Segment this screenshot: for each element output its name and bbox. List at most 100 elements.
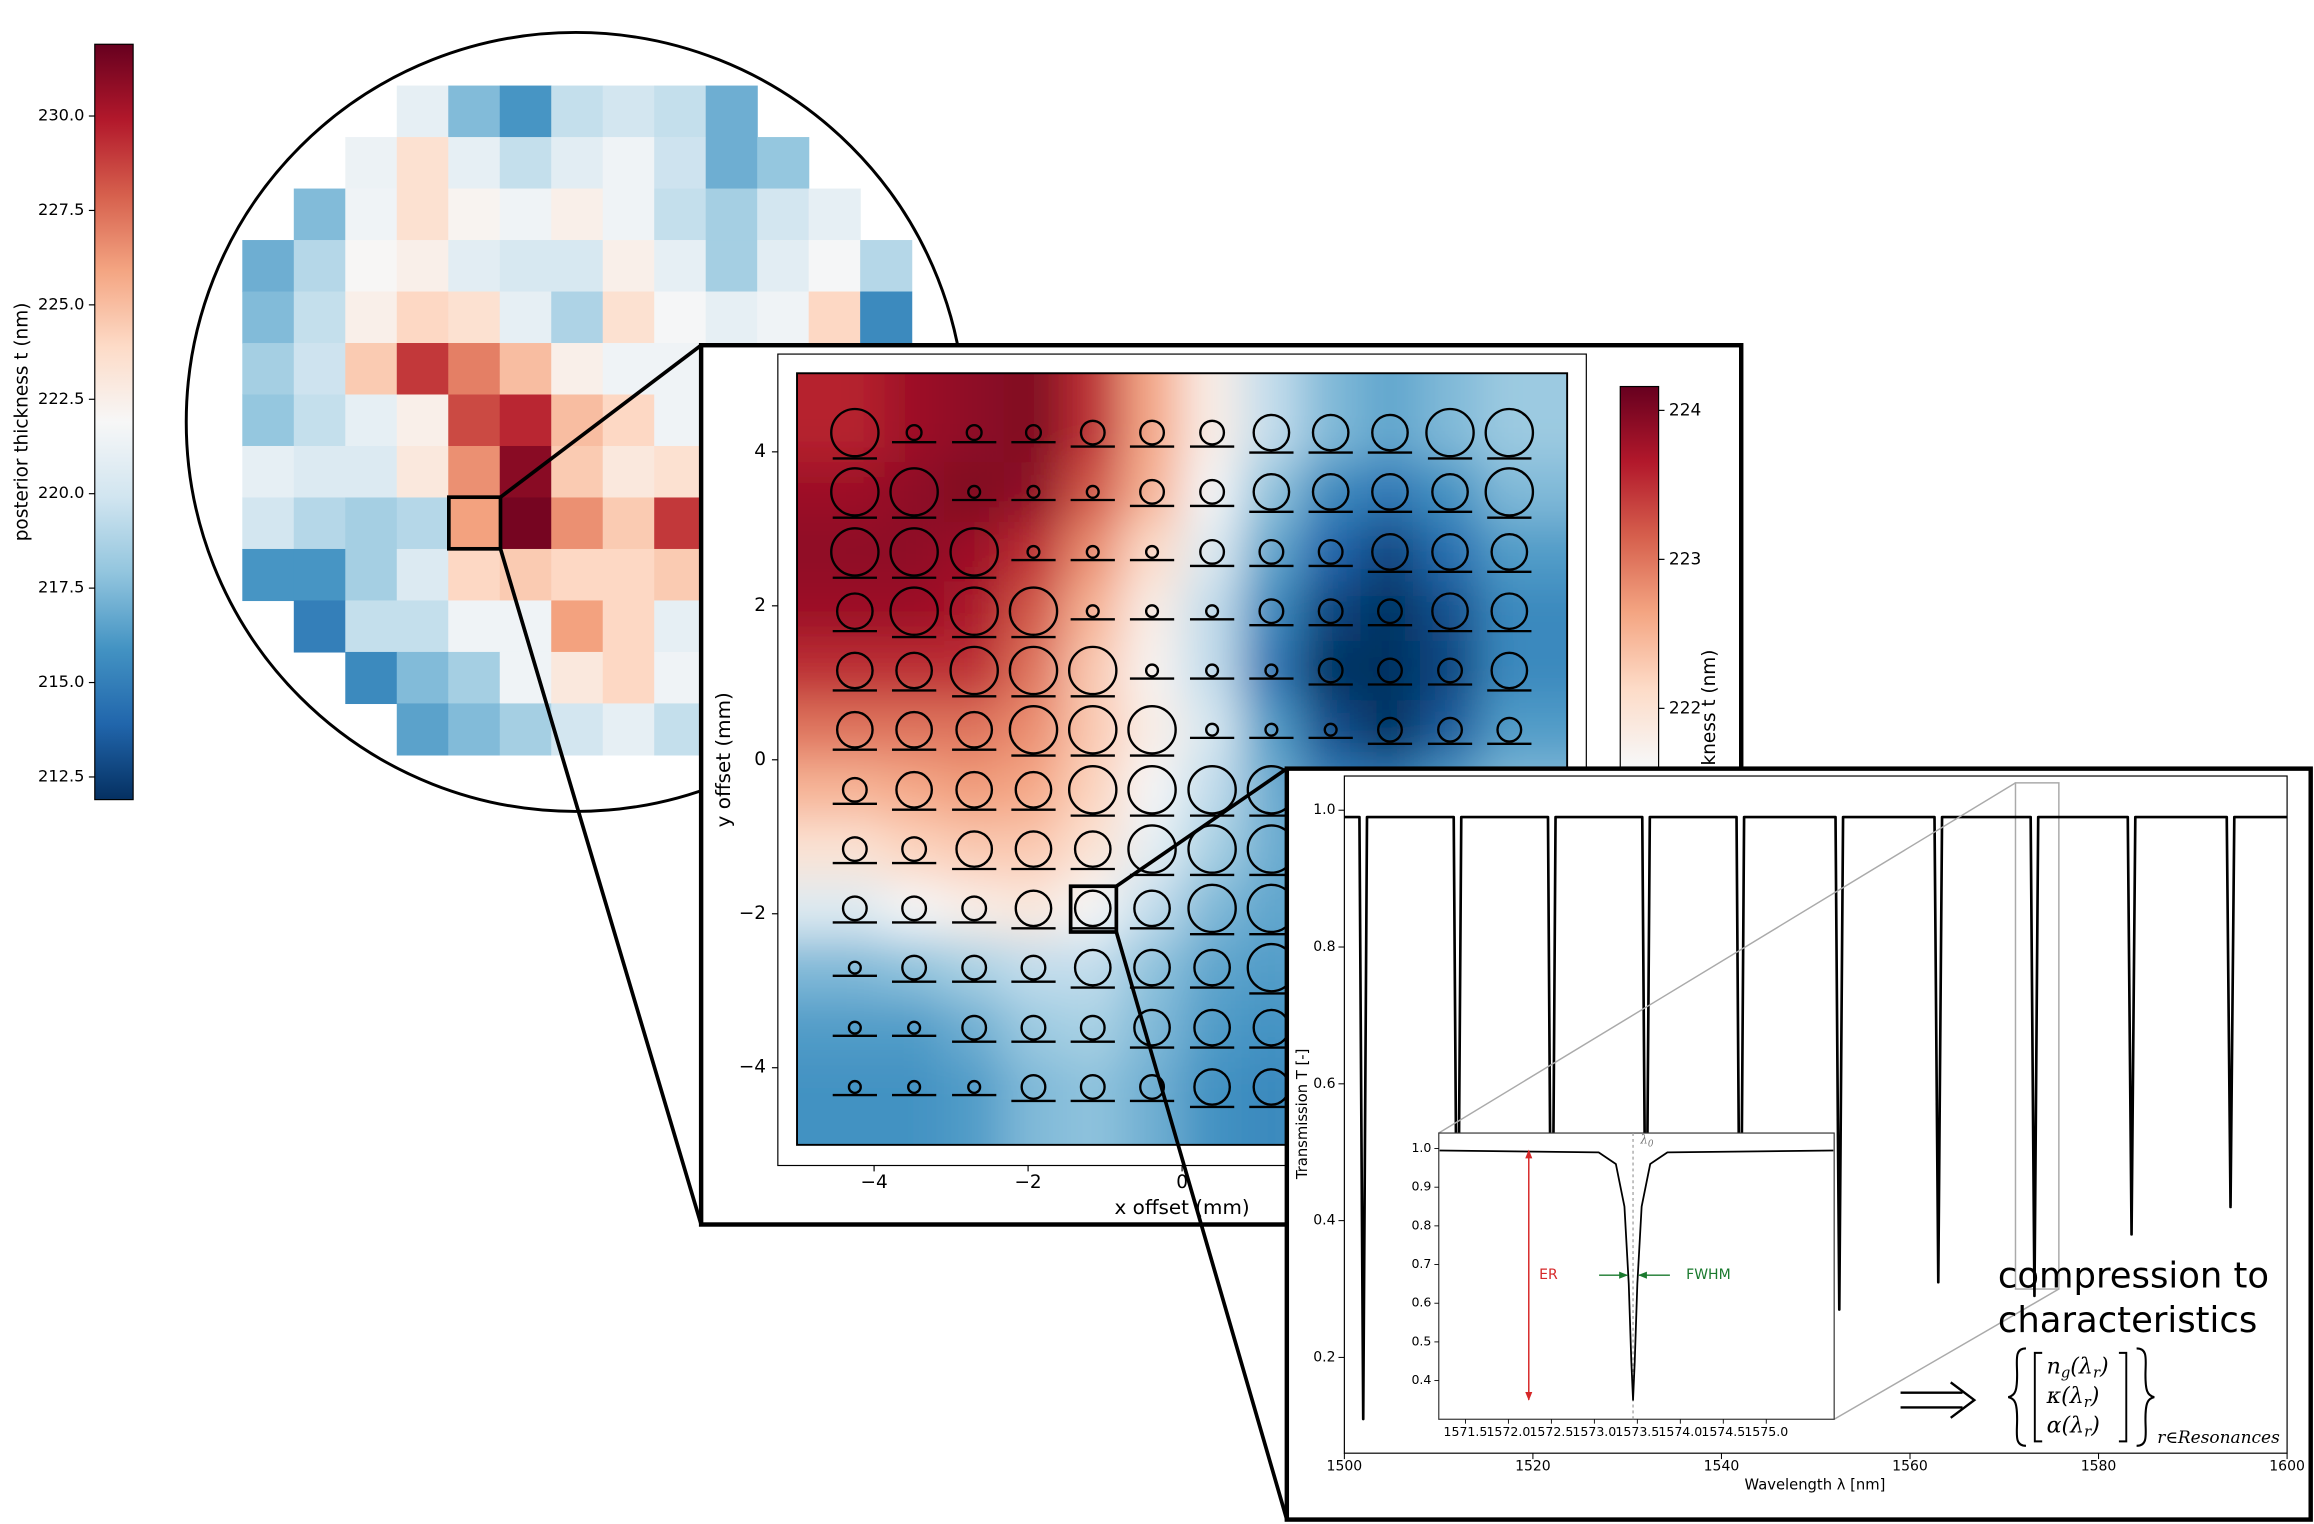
ring	[1193, 1068, 1231, 1106]
heatmap-cell	[602, 445, 655, 499]
thickness-cell	[1182, 640, 1243, 701]
ring	[1252, 413, 1291, 452]
heatmap-cell	[293, 394, 346, 447]
colorbar-tick-label: 215.0	[38, 672, 84, 691]
heatmap-cell	[705, 85, 758, 138]
ring	[1127, 824, 1177, 874]
vector-part: α(λ	[2047, 1413, 2085, 1439]
heatmap-cell	[757, 137, 810, 190]
ring	[1490, 592, 1529, 631]
heatmap-cell	[551, 291, 604, 344]
ring	[1258, 598, 1285, 625]
thickness-cell	[797, 373, 886, 463]
ring	[1008, 704, 1059, 755]
ring	[1067, 645, 1118, 696]
heatmap-cell	[602, 291, 655, 344]
thickness-cell	[1360, 581, 1421, 642]
colorbar-tick-label: 222.5	[38, 389, 84, 408]
ring	[955, 830, 994, 868]
ring	[961, 1014, 988, 1041]
ring	[1431, 533, 1469, 571]
vector-part: r	[2084, 1394, 2092, 1411]
heatmap-cell	[345, 394, 398, 447]
ring	[1085, 484, 1100, 499]
heatmap-cell	[551, 445, 604, 499]
colorbar-tick-label: 222	[1669, 697, 1701, 717]
x-tick-label: 1572.5	[1529, 1424, 1573, 1439]
heatmap-cell	[654, 548, 707, 602]
heatmap-cell	[602, 548, 655, 602]
heatmap-cell	[551, 651, 604, 705]
ring	[949, 645, 999, 696]
label-part: 0	[1648, 1139, 1654, 1149]
x-tick-label: 1580	[2081, 1458, 2117, 1474]
ring	[1484, 467, 1535, 517]
ring	[847, 1079, 862, 1095]
heatmap-cell	[448, 188, 501, 241]
heatmap-cell	[499, 394, 552, 447]
thickness-cell	[1241, 640, 1302, 701]
ring	[907, 1079, 922, 1095]
heatmap-cell	[551, 497, 604, 550]
x-tick-label: 1572.0	[1486, 1424, 1530, 1439]
thickness-cell	[1479, 700, 1568, 761]
thickness-cell	[1122, 581, 1183, 642]
ring	[1067, 765, 1118, 815]
ring	[1371, 413, 1409, 452]
thickness-cell	[944, 1057, 1005, 1145]
ring	[895, 770, 934, 809]
heatmap-cell	[345, 240, 398, 293]
heatmap-cell	[448, 85, 501, 138]
highlight-box	[447, 495, 503, 551]
thickness-cell	[1063, 997, 1124, 1059]
thickness-cell	[1003, 878, 1064, 939]
thickness-cell	[884, 819, 945, 880]
ring	[889, 467, 939, 517]
ring	[1311, 472, 1350, 511]
ring	[1024, 424, 1043, 442]
inset-frame	[1438, 1132, 1835, 1420]
y-tick-label: 2	[754, 595, 766, 616]
thickness-cell	[1003, 581, 1064, 642]
heatmap-cell	[448, 703, 501, 756]
ring	[1073, 889, 1112, 928]
thickness-cell	[884, 878, 945, 939]
heatmap-cell	[757, 240, 810, 293]
heatmap-cell	[654, 240, 707, 293]
ring	[835, 651, 874, 690]
left-bracket	[2033, 1351, 2043, 1443]
heatmap-cell	[293, 291, 346, 344]
thickness-cell	[944, 938, 1005, 999]
heatmap-cell	[551, 600, 604, 653]
thickness-cell	[1063, 700, 1124, 761]
axes-frame	[1343, 775, 2288, 1454]
zoom-line	[1114, 931, 1289, 1521]
x-tick-label: 1520	[1515, 1458, 1551, 1474]
heatmap-cell	[293, 497, 346, 550]
thickness-cell	[1420, 462, 1481, 523]
thickness-cell	[884, 640, 945, 701]
ring	[1187, 883, 1237, 934]
thickness-cell	[1122, 819, 1183, 880]
y-tick-label: 1.0	[1313, 802, 1335, 818]
thickness-cell	[1003, 700, 1064, 761]
ring	[1139, 1073, 1166, 1100]
fwhm-label: FWHM	[1686, 1267, 1731, 1283]
vector-part: (λ	[2070, 1354, 2093, 1380]
thickness-cell	[1182, 462, 1243, 523]
thickness-cell	[1182, 997, 1243, 1059]
thickness-cell	[1301, 462, 1362, 523]
x-tick-label: −2	[1014, 1172, 1041, 1193]
ring	[1376, 657, 1403, 684]
ring	[1073, 948, 1112, 987]
thickness-cell	[1241, 462, 1302, 523]
ring	[1014, 770, 1053, 809]
ring	[1026, 544, 1041, 560]
thickness-cell	[944, 819, 1005, 880]
heatmap-cell	[499, 291, 552, 344]
y-tick-label: 0.8	[1411, 1217, 1431, 1232]
ring	[1187, 824, 1237, 874]
ring	[1496, 716, 1523, 743]
er-label: ER	[1539, 1267, 1558, 1283]
